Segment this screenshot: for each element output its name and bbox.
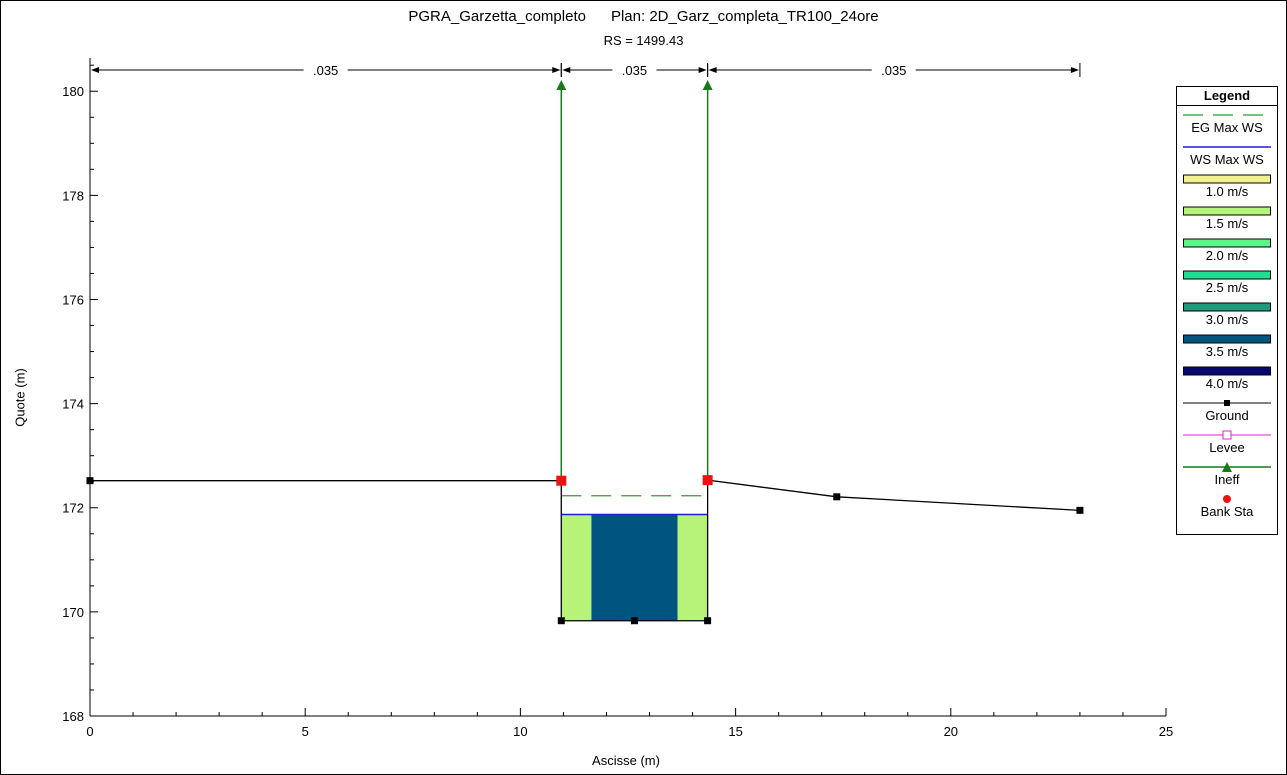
legend-label: 3.0 m/s <box>1205 312 1249 327</box>
y-tick-label: 180 <box>62 84 84 99</box>
legend-item: Bank Sta <box>1177 490 1277 522</box>
legend-item: 2.5 m/s <box>1177 266 1277 298</box>
velocity-fill <box>591 514 678 621</box>
legend-swatch <box>1183 302 1271 312</box>
y-tick-label: 174 <box>62 397 84 412</box>
legend-label: 1.5 m/s <box>1205 216 1249 231</box>
x-tick-label: 20 <box>944 724 958 739</box>
legend-swatch <box>1183 270 1271 280</box>
legend-symbol <box>1183 462 1271 472</box>
legend-marker <box>1222 430 1232 440</box>
x-axis-label: Ascisse (m) <box>592 753 660 768</box>
legend-symbol <box>1183 206 1271 216</box>
legend-label: Levee <box>1209 440 1245 455</box>
legend-swatch <box>1183 238 1271 248</box>
y-tick-label: 168 <box>62 709 84 724</box>
legend-item: WS Max WS <box>1177 138 1277 170</box>
legend-symbol <box>1183 400 1271 406</box>
legend-symbol <box>1183 238 1271 248</box>
manning-arrowhead <box>698 67 707 73</box>
legend-item: 3.0 m/s <box>1177 298 1277 330</box>
legend-label: Ground <box>1205 408 1249 423</box>
x-tick-label: 15 <box>728 724 742 739</box>
ground-point <box>557 617 565 625</box>
legend-symbol <box>1183 174 1271 184</box>
legend-symbol <box>1223 495 1231 503</box>
legend-title: Legend <box>1177 87 1277 106</box>
x-tick-label: 25 <box>1159 724 1173 739</box>
manning-arrowhead <box>552 67 561 73</box>
manning-arrowhead <box>91 67 99 73</box>
legend-item: 1.0 m/s <box>1177 170 1277 202</box>
legend-item: 4.0 m/s <box>1177 362 1277 394</box>
manning-arrowhead <box>708 67 717 73</box>
ground-point <box>630 617 638 625</box>
legend-item: Ground <box>1177 394 1277 426</box>
y-tick-label: 178 <box>62 188 84 203</box>
legend-label: 1.0 m/s <box>1205 184 1249 199</box>
manning-n-label: .035 <box>881 63 906 78</box>
velocity-fill <box>561 514 592 621</box>
ground-point <box>833 493 841 501</box>
ground-line <box>90 479 1080 622</box>
legend-item: 3.5 m/s <box>1177 330 1277 362</box>
legend-label: Ineff <box>1214 472 1240 487</box>
legend-marker <box>1222 462 1232 472</box>
x-tick-label: 0 <box>86 724 93 739</box>
legend-swatch <box>1183 366 1271 376</box>
velocity-fill <box>677 514 708 621</box>
y-tick-label: 170 <box>62 605 84 620</box>
legend-label: 3.5 m/s <box>1205 344 1249 359</box>
legend-label: Bank Sta <box>1200 504 1254 519</box>
bank-station-marker <box>556 475 567 486</box>
legend-marker <box>1223 495 1231 503</box>
chart-subtitle: RS = 1499.43 <box>603 33 684 48</box>
legend-label: EG Max WS <box>1191 120 1263 135</box>
x-tick-label: 10 <box>513 724 527 739</box>
ineffective-marker <box>702 80 713 91</box>
legend-item: EG Max WS <box>1177 106 1277 138</box>
ground-point <box>86 477 94 485</box>
legend-swatch <box>1183 206 1271 216</box>
legend-label: 4.0 m/s <box>1205 376 1249 391</box>
legend-symbol <box>1183 114 1271 116</box>
manning-n-label: .035 <box>622 63 647 78</box>
legend-swatch <box>1183 334 1271 344</box>
y-tick-label: 172 <box>62 501 84 516</box>
legend-symbol <box>1183 334 1271 344</box>
legend-symbol <box>1183 366 1271 376</box>
ground-point <box>1076 506 1084 514</box>
chart-title: PGRA_Garzetta_completo Plan: 2D_Garz_com… <box>408 8 879 25</box>
legend-label: 2.5 m/s <box>1205 280 1249 295</box>
legend-swatch <box>1183 174 1271 184</box>
legend-symbol <box>1183 270 1271 280</box>
legend-symbol <box>1183 430 1271 440</box>
manning-arrowhead <box>562 67 571 73</box>
manning-n-label: .035 <box>313 63 338 78</box>
legend-item: Ineff <box>1177 458 1277 490</box>
ineffective-marker <box>556 80 567 91</box>
bank-station-marker <box>702 475 713 486</box>
ground-point <box>704 617 712 625</box>
legend-item: Levee <box>1177 426 1277 458</box>
legend: Legend EG Max WS WS Max WS 1.0 m/s 1.5 m/s 2… <box>1176 86 1278 535</box>
legend-label: WS Max WS <box>1190 152 1264 167</box>
legend-label: 2.0 m/s <box>1205 248 1249 263</box>
legend-item: 1.5 m/s <box>1177 202 1277 234</box>
y-tick-label: 176 <box>62 292 84 307</box>
legend-symbol <box>1183 302 1271 312</box>
manning-arrowhead <box>1070 67 1079 73</box>
x-tick-label: 5 <box>302 724 309 739</box>
legend-symbol <box>1183 146 1271 148</box>
legend-item: 2.0 m/s <box>1177 234 1277 266</box>
legend-marker <box>1224 400 1230 406</box>
